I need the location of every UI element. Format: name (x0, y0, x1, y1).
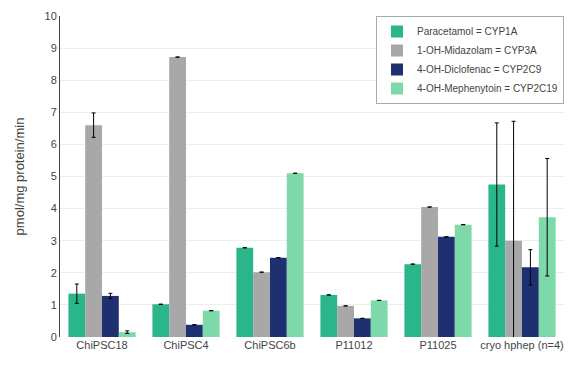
svg-text:ChiPSC4: ChiPSC4 (163, 339, 208, 351)
svg-text:ChiPSC6b: ChiPSC6b (244, 339, 295, 351)
svg-text:6: 6 (51, 138, 57, 150)
svg-text:cryo hphep (n=4): cryo hphep (n=4) (480, 339, 563, 351)
svg-text:P11012: P11012 (335, 339, 372, 351)
svg-text:1: 1 (51, 299, 57, 311)
svg-text:3: 3 (51, 235, 57, 247)
svg-text:pmol/mg protein/min: pmol/mg protein/min (12, 118, 27, 236)
svg-text:2: 2 (51, 267, 57, 279)
svg-text:9: 9 (51, 42, 57, 54)
svg-text:4-OH-Mephenytoin = CYP2C19: 4-OH-Mephenytoin = CYP2C19 (417, 83, 558, 94)
svg-text:P11025: P11025 (419, 339, 456, 351)
svg-text:7: 7 (51, 106, 57, 118)
svg-text:5: 5 (51, 170, 57, 182)
svg-text:8: 8 (51, 74, 57, 86)
svg-text:4-OH-Diclofenac = CYP2C9: 4-OH-Diclofenac = CYP2C9 (417, 64, 542, 75)
svg-text:ChiPSC18: ChiPSC18 (76, 339, 127, 351)
svg-text:10: 10 (45, 10, 57, 22)
svg-text:Paracetamol = CYP1A: Paracetamol = CYP1A (417, 26, 518, 37)
svg-text:0: 0 (51, 331, 57, 343)
svg-text:4: 4 (51, 202, 57, 214)
svg-text:1-OH-Midazolam = CYP3A: 1-OH-Midazolam = CYP3A (417, 45, 537, 56)
